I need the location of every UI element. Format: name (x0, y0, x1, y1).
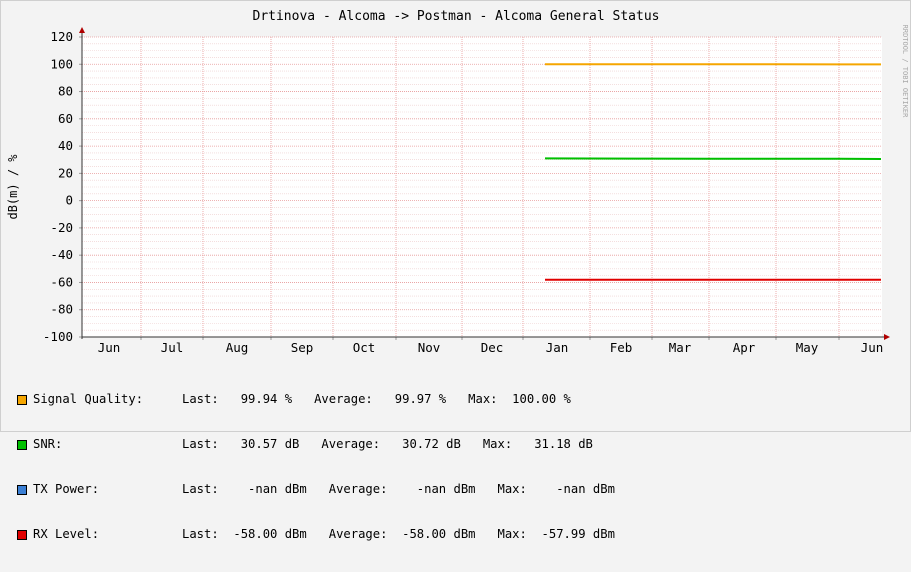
x-tick-label: Dec (481, 340, 504, 355)
x-tick-label: Jun (98, 340, 121, 355)
y-tick-label: 0 (65, 193, 73, 208)
legend-item-snr: SNR:Last: 30.57 dB Average: 30.72 dB Max… (17, 437, 615, 452)
x-tick-label: Feb (610, 340, 633, 355)
rrd-graph: Drtinova - Alcoma -> Postman - Alcoma Ge… (0, 0, 911, 432)
legend-swatch (17, 530, 27, 540)
y-axis-label: dB(m) / % (6, 154, 20, 220)
x-tick-label: Nov (418, 340, 441, 355)
x-axis-arrow (884, 334, 890, 340)
series-line-snr (545, 158, 881, 159)
y-tick-label: 60 (58, 111, 73, 126)
chart-svg: Drtinova - Alcoma -> Postman - Alcoma Ge… (1, 1, 911, 361)
legend-item-signal-quality: Signal Quality:Last: 99.94 % Average: 99… (17, 392, 615, 407)
y-tick-label: -80 (50, 302, 73, 317)
legend-label: Signal Quality: (33, 392, 182, 407)
plot-area: 120 100 80 60 40 20 0 -20 -40 -60 -80 -100 Jun Jul Aug… (43, 27, 890, 355)
x-tick-label: Sep (291, 340, 314, 355)
legend: Signal Quality:Last: 99.94 % Average: 99… (17, 362, 615, 572)
y-axis-arrow (79, 27, 85, 33)
x-tick-label: Jan (546, 340, 569, 355)
x-tick-label: Aug (226, 340, 249, 355)
legend-label: TX Power: (33, 482, 182, 497)
x-tick-label: Jul (161, 340, 184, 355)
legend-swatch (17, 485, 27, 495)
y-tick-label: -100 (43, 329, 73, 344)
chart-title: Drtinova - Alcoma -> Postman - Alcoma Ge… (253, 9, 660, 24)
y-tick-label: -60 (50, 274, 73, 289)
legend-stats: Last: 99.94 % Average: 99.97 % Max: 100.… (182, 392, 571, 407)
legend-stats: Last: -58.00 dBm Average: -58.00 dBm Max… (182, 527, 615, 542)
legend-item-tx-power: TX Power:Last: -nan dBm Average: -nan dB… (17, 482, 615, 497)
x-tick-label: Oct (353, 340, 376, 355)
y-tick-label: -20 (50, 220, 73, 235)
legend-stats: Last: 30.57 dB Average: 30.72 dB Max: 31… (182, 437, 593, 452)
y-tick-label: 120 (50, 29, 73, 44)
legend-swatch (17, 395, 27, 405)
rrdtool-watermark: RRDTOOL / TOBI OETIKER (901, 25, 909, 119)
legend-swatch (17, 440, 27, 450)
y-tick-label: 20 (58, 165, 73, 180)
x-tick-label: Apr (733, 340, 756, 355)
legend-label: SNR: (33, 437, 182, 452)
legend-item-rx-level: RX Level:Last: -58.00 dBm Average: -58.0… (17, 527, 615, 542)
x-tick-label: Mar (669, 340, 692, 355)
y-tick-label: 40 (58, 138, 73, 153)
legend-stats: Last: -nan dBm Average: -nan dBm Max: -n… (182, 482, 615, 497)
legend-label: RX Level: (33, 527, 182, 542)
x-tick-label: May (796, 340, 819, 355)
y-tick-label: -40 (50, 247, 73, 262)
y-tick-label: 100 (50, 56, 73, 71)
y-tick-label: 80 (58, 84, 73, 99)
x-tick-label: Jun (861, 340, 884, 355)
